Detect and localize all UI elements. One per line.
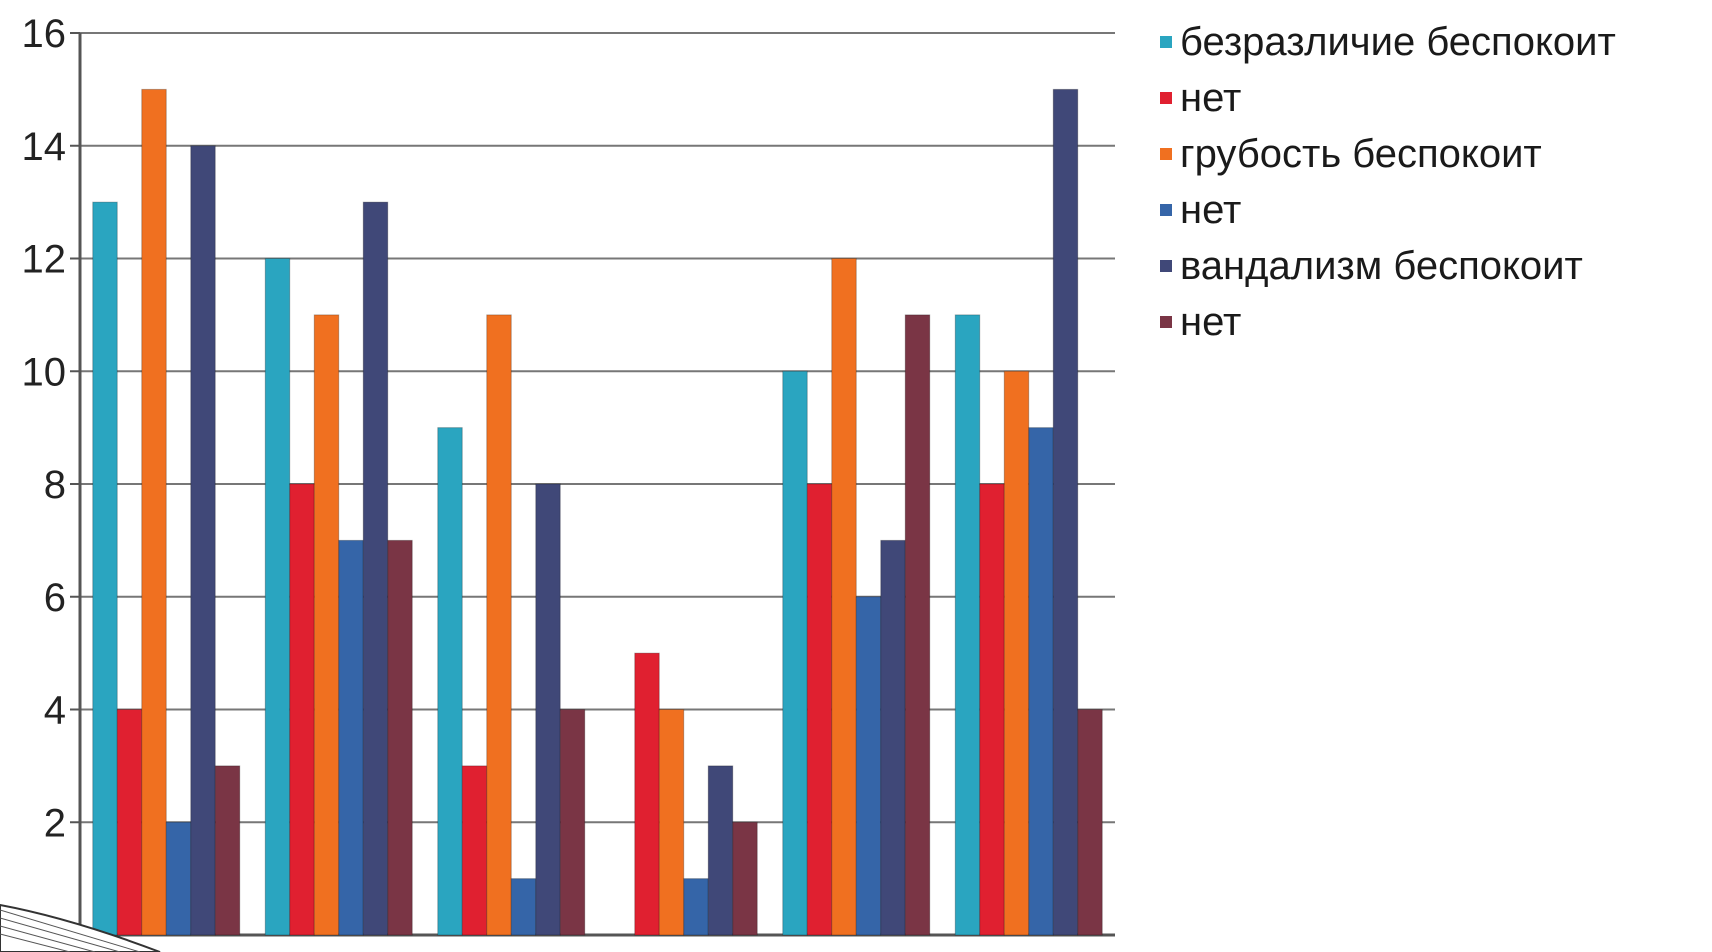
bar (979, 483, 1005, 936)
y-axis: 0246810121416 (22, 12, 82, 952)
legend-swatch (1160, 260, 1172, 272)
y-tick-label: 6 (44, 576, 66, 620)
gridlines (80, 32, 1115, 937)
bar (1052, 88, 1079, 936)
bar (1003, 370, 1030, 936)
bar (387, 539, 413, 936)
legend-swatch (1160, 36, 1172, 48)
legend: безразличие беспокоит нет грубость беспоко… (1160, 14, 1616, 350)
bar (510, 878, 537, 936)
y-tick-label: 12 (22, 238, 67, 282)
bar (1077, 709, 1103, 936)
bar (732, 821, 758, 936)
legend-swatch (1160, 316, 1172, 328)
bar (904, 314, 931, 936)
legend-label: вандализм беспокоит (1180, 243, 1583, 288)
bar (486, 314, 512, 936)
bar (116, 709, 143, 936)
bar (855, 596, 882, 936)
bar (92, 201, 118, 936)
bar (313, 314, 340, 936)
bar (190, 145, 216, 936)
y-tick-label: 8 (44, 463, 66, 507)
bar (634, 652, 660, 936)
bar (831, 258, 857, 936)
bar (214, 765, 241, 936)
bar (338, 539, 364, 936)
bar (289, 483, 315, 936)
legend-label: безразличие беспокоит (1180, 19, 1616, 64)
bar (806, 483, 833, 936)
bar (535, 483, 561, 936)
legend-item: нет (1160, 294, 1616, 350)
bar (362, 201, 389, 936)
bars (92, 88, 1103, 936)
bar (954, 314, 981, 936)
corner-decoration (0, 903, 161, 952)
bar (559, 709, 586, 936)
bar (165, 821, 192, 936)
bar (264, 258, 291, 936)
bar (782, 370, 808, 936)
y-tick-label: 10 (22, 350, 67, 394)
legend-label: нет (1180, 299, 1242, 344)
legend-item: безразличие беспокоит (1160, 14, 1616, 70)
bar (707, 765, 734, 936)
bar (141, 88, 167, 936)
legend-label: нет (1180, 75, 1242, 120)
legend-item: вандализм беспокоит (1160, 238, 1616, 294)
bar (461, 765, 488, 936)
legend-swatch (1160, 148, 1172, 160)
y-tick-label: 14 (22, 125, 67, 169)
legend-swatch (1160, 204, 1172, 216)
legend-item: нет (1160, 182, 1616, 238)
legend-swatch (1160, 92, 1172, 104)
y-tick-label: 4 (44, 689, 66, 733)
y-tick-label: 16 (22, 12, 67, 56)
legend-label: нет (1180, 187, 1242, 232)
bar (880, 539, 906, 936)
bar (683, 878, 709, 936)
legend-label: грубость беспокоит (1180, 131, 1542, 176)
legend-item: грубость беспокоит (1160, 126, 1616, 182)
bar (437, 427, 463, 936)
bar (1028, 427, 1054, 936)
bar (658, 709, 685, 936)
y-tick-label: 2 (44, 801, 66, 845)
legend-item: нет (1160, 70, 1616, 126)
